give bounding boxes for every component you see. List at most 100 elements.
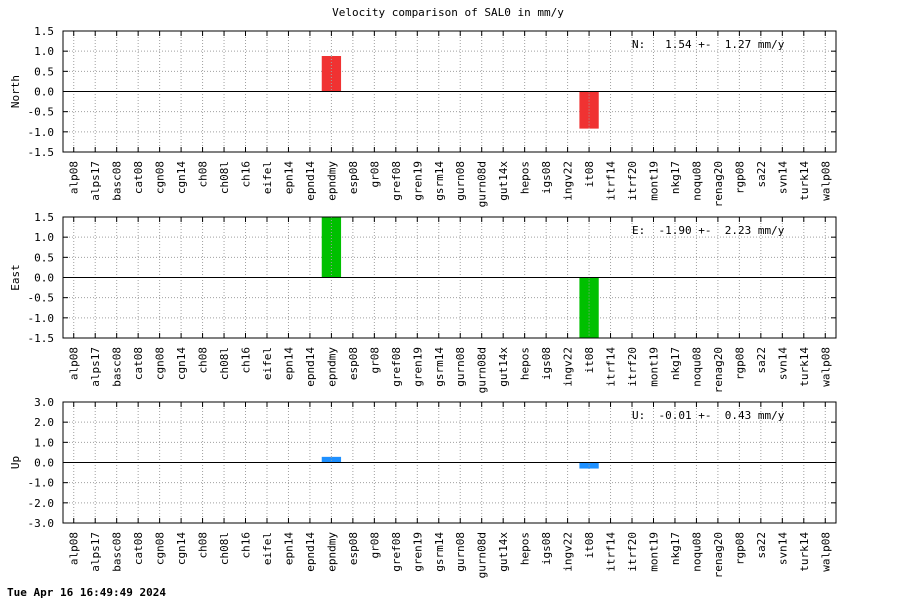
chart-title: Velocity comparison of SAL0 in mm/y xyxy=(332,6,564,19)
east-x-tick-label-itrf20: itrf20 xyxy=(626,347,639,387)
east-plot-frame xyxy=(62,216,837,339)
up-x-tick-label-basc08: basc08 xyxy=(111,532,124,572)
north-x-tick-label-esp08: esp08 xyxy=(347,161,360,194)
north-y-axis-label: North xyxy=(9,75,22,108)
up-x-tick-label-gren19: gren19 xyxy=(411,532,424,572)
east-annotation: E: -1.90 +- 2.23 mm/y xyxy=(632,224,785,237)
north-y-tick-label: 1.5 xyxy=(34,25,54,38)
up-x-tick-label-ch08l: ch08l xyxy=(218,532,231,565)
east-x-tick-label-walp08: walp08 xyxy=(819,347,832,387)
north-x-tick-label-walp08: walp08 xyxy=(819,161,832,201)
up-x-tick-label-epnd14: epnd14 xyxy=(304,532,317,572)
north-x-tick-label-ch08: ch08 xyxy=(197,161,210,188)
up-x-tick-label-sa22: sa22 xyxy=(755,532,768,559)
up-x-tick-label-hepos: hepos xyxy=(519,532,532,565)
up-panel: -3.0 -2.0 -1.0 0.0 1.0 2.0 3.0 alp08 alps17 basc0… xyxy=(9,396,837,578)
north-panel: -1.5 -1.0 -0.5 0.0 0.5 1.0 1.5 alp08 alps17 basc0… xyxy=(9,25,837,207)
north-x-tick-label-gurn08: gurn08 xyxy=(454,161,467,201)
north-x-tick-label-cgn14: cgn14 xyxy=(175,161,188,194)
up-x-tick-label-walp08: walp08 xyxy=(819,532,832,572)
east-x-tick-label-ch08l: ch08l xyxy=(218,347,231,380)
east-x-tick-label-epn14: epn14 xyxy=(282,347,295,380)
north-x-tick-label-gr08: gr08 xyxy=(368,161,381,188)
north-x-tick-label-igs08: igs08 xyxy=(540,161,553,194)
up-y-tick-label: 1.0 xyxy=(34,436,54,449)
east-x-tick-label-gsrm14: gsrm14 xyxy=(433,347,446,387)
up-x-tick-label-itrf20: itrf20 xyxy=(626,532,639,572)
north-x-tick-label-itrf14: itrf14 xyxy=(605,161,618,201)
north-x-tick-label-gref08: gref08 xyxy=(390,161,403,201)
up-x-tick-label-svn14: svn14 xyxy=(776,532,789,565)
up-x-tick-label-gut14x: gut14x xyxy=(497,532,510,572)
timestamp-footer: Tue Apr 16 16:49:49 2024 xyxy=(7,586,166,599)
up-x-tick-label-esp08: esp08 xyxy=(347,532,360,565)
east-x-tick-label-ch08: ch08 xyxy=(197,347,210,374)
up-y-tick-label: 0.0 xyxy=(34,457,54,470)
north-x-tick-label-epn14: epn14 xyxy=(282,161,295,194)
east-x-tick-label-hepos: hepos xyxy=(519,347,532,380)
up-x-tick-label-gr08: gr08 xyxy=(368,532,381,559)
north-x-tick-label-ch16: ch16 xyxy=(240,161,253,188)
up-x-tick-label-gsrm14: gsrm14 xyxy=(433,532,446,572)
up-x-tick-label-mont19: mont19 xyxy=(647,532,660,572)
north-y-tick-label: 0.0 xyxy=(34,86,54,99)
up-x-tick-label-cgn08: cgn08 xyxy=(154,532,167,565)
up-y-tick-label: -3.0 xyxy=(28,517,55,530)
east-x-tick-label-gref08: gref08 xyxy=(390,347,403,387)
north-x-tick-label-ingv22: ingv22 xyxy=(562,161,575,201)
north-x-tick-label-gsrm14: gsrm14 xyxy=(433,161,446,201)
north-y-tick-label: 1.0 xyxy=(34,45,54,58)
north-x-tick-label-gren19: gren19 xyxy=(411,161,424,201)
east-y-axis-label: East xyxy=(9,264,22,291)
up-plot-frame xyxy=(62,401,837,524)
east-x-tick-label-ingv22: ingv22 xyxy=(562,347,575,387)
east-x-tick-label-alp08: alp08 xyxy=(68,347,81,380)
east-x-tick-label-renag20: renag20 xyxy=(712,347,725,393)
up-x-tick-label-gurn08d: gurn08d xyxy=(476,532,489,578)
north-x-tick-label-ch08l: ch08l xyxy=(218,161,231,194)
north-x-tick-label-epnd14: epnd14 xyxy=(304,161,317,201)
up-x-tick-label-cgn14: cgn14 xyxy=(175,532,188,565)
north-x-tick-label-sa22: sa22 xyxy=(755,161,768,188)
up-y-tick-label: -2.0 xyxy=(28,497,55,510)
north-y-tick-label: -1.5 xyxy=(28,146,55,159)
up-x-tick-label-igs08: igs08 xyxy=(540,532,553,565)
north-x-tick-label-noqu08: noqu08 xyxy=(690,161,703,201)
north-x-tick-label-mont19: mont19 xyxy=(647,161,660,201)
north-x-tick-label-cat08: cat08 xyxy=(132,161,145,194)
north-y-tick-label: -0.5 xyxy=(28,106,55,119)
north-x-tick-label-svn14: svn14 xyxy=(776,161,789,194)
east-x-tick-label-mont19: mont19 xyxy=(647,347,660,387)
up-x-tick-label-nkg17: nkg17 xyxy=(669,532,682,565)
north-x-tick-label-epndmy: epndmy xyxy=(325,161,338,201)
east-x-tick-label-rgp08: rgp08 xyxy=(733,347,746,380)
east-x-tick-label-itrf14: itrf14 xyxy=(605,347,618,387)
up-x-tick-label-renag20: renag20 xyxy=(712,532,725,578)
north-x-tick-label-gut14x: gut14x xyxy=(497,161,510,201)
east-y-tick-label: 0.5 xyxy=(34,251,54,264)
east-x-tick-label-turk14: turk14 xyxy=(798,347,811,387)
east-x-tick-label-nkg17: nkg17 xyxy=(669,347,682,380)
north-bar-epndmy xyxy=(321,56,342,92)
east-y-tick-label: -1.5 xyxy=(28,332,55,345)
up-x-tick-label-alp08: alp08 xyxy=(68,532,81,565)
east-x-tick-label-cgn08: cgn08 xyxy=(154,347,167,380)
east-x-tick-label-ch16: ch16 xyxy=(240,347,253,374)
north-x-tick-label-rgp08: rgp08 xyxy=(733,161,746,194)
north-x-tick-label-renag20: renag20 xyxy=(712,161,725,207)
north-x-tick-label-itrf20: itrf20 xyxy=(626,161,639,201)
north-annotation: N: 1.54 +- 1.27 mm/y xyxy=(632,38,785,51)
north-plot-frame xyxy=(62,30,837,153)
east-x-tick-label-gut14x: gut14x xyxy=(497,347,510,387)
up-x-tick-label-turk14: turk14 xyxy=(798,532,811,572)
east-x-tick-label-epndmy: epndmy xyxy=(325,347,338,387)
up-x-tick-label-noqu08: noqu08 xyxy=(690,532,703,572)
east-y-tick-label: 1.0 xyxy=(34,231,54,244)
north-x-tick-label-hepos: hepos xyxy=(519,161,532,194)
east-y-tick-label: -0.5 xyxy=(28,292,55,305)
up-x-tick-label-gref08: gref08 xyxy=(390,532,403,572)
up-x-tick-label-alps17: alps17 xyxy=(89,532,102,572)
east-y-tick-label: 0.0 xyxy=(34,272,54,285)
east-x-tick-label-epnd14: epnd14 xyxy=(304,347,317,387)
